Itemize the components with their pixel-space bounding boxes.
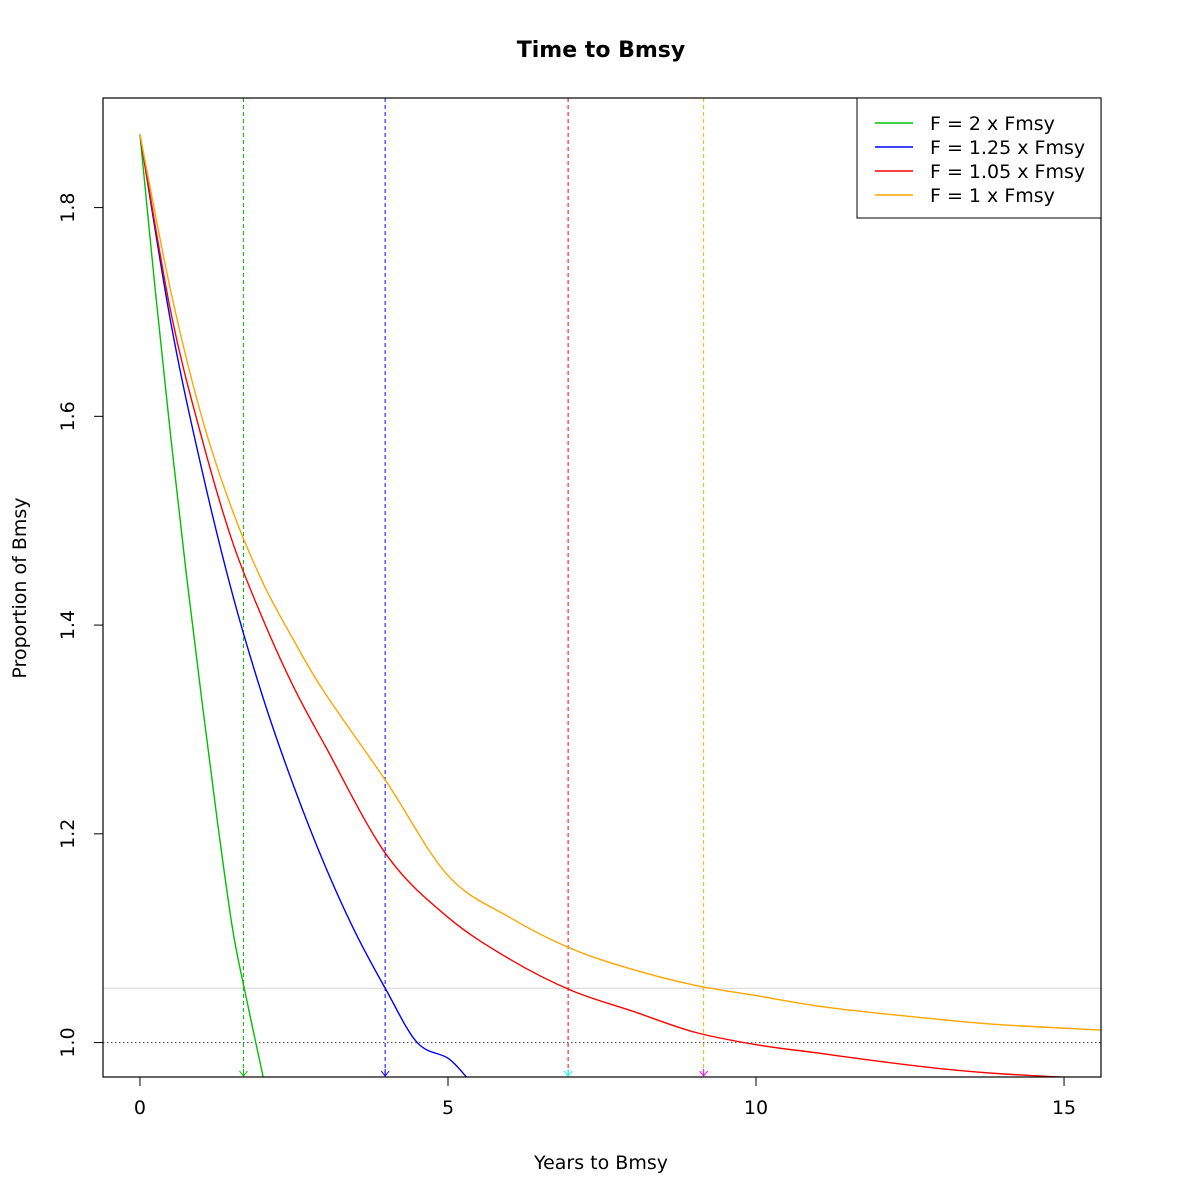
legend-entry-2: F = 1.25 x Fmsy: [930, 137, 1085, 159]
series-line-1: [139, 134, 264, 1077]
x-tick-label: 0: [134, 1097, 146, 1119]
legend-entry-1: F = 2 x Fmsy: [930, 113, 1055, 135]
x-tick-label: 15: [1052, 1097, 1076, 1119]
y-tick-label: 1.8: [57, 192, 79, 222]
series-line-2: [139, 134, 467, 1077]
y-axis-label: Proportion of Bmsy: [9, 497, 31, 678]
y-tick-label: 1.4: [57, 610, 79, 640]
series-line-4: [139, 134, 1101, 1031]
plot-frame: [102, 97, 1102, 1078]
arrow-marker-4: [699, 1069, 709, 1077]
axes: 0 5 10 15 1.0 1.2 1.4 1.6 1.8: [57, 97, 1102, 1119]
y-tick-label: 1.0: [57, 1027, 79, 1057]
arrow-marker-3: [563, 1069, 573, 1077]
legend-entry-4: F = 1 x Fmsy: [930, 185, 1055, 207]
y-tick-label: 1.6: [57, 401, 79, 431]
series-line-3: [139, 134, 1074, 1077]
y-tick-label: 1.2: [57, 819, 79, 849]
arrow-marker-2: [380, 1069, 390, 1077]
plot-area: [103, 98, 1101, 1077]
x-axis-label: Years to Bmsy: [533, 1152, 668, 1174]
arrow-marker-1: [239, 1069, 248, 1077]
x-tick-label: 10: [744, 1097, 768, 1119]
x-tick-label: 5: [442, 1097, 454, 1119]
legend-entry-3: F = 1.05 x Fmsy: [930, 161, 1085, 183]
legend-box: [856, 97, 1102, 219]
chart-title: Time to Bmsy: [517, 38, 685, 63]
plot-clipped-layer: [103, 98, 1101, 1077]
